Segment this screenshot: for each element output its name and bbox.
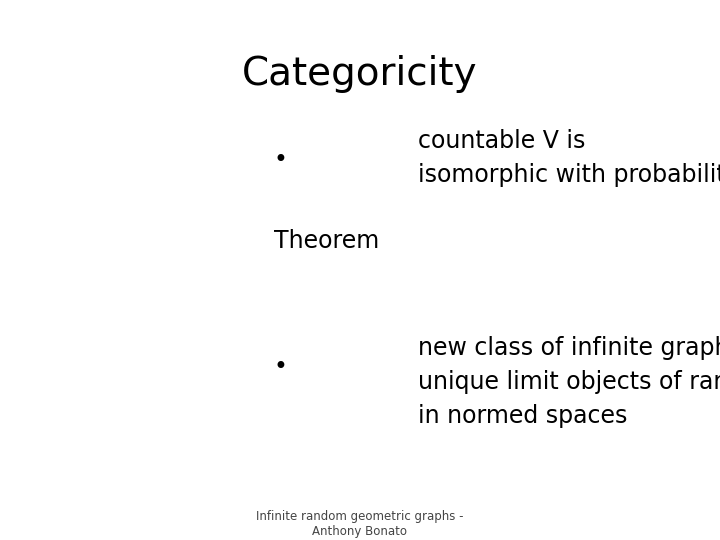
Text: •: •	[274, 148, 287, 172]
Text: •: •	[274, 355, 287, 379]
Text: Infinite random geometric graphs -
Anthony Bonato: Infinite random geometric graphs - Antho…	[256, 510, 464, 538]
Text: new class of infinite graphs: new class of infinite graphs	[418, 336, 720, 360]
Text: countable V is: countable V is	[418, 129, 593, 153]
Text: in normed spaces: in normed spaces	[418, 404, 627, 428]
Text: Theorem: Theorem	[274, 229, 387, 253]
Text: unique limit objects of random graph processes: unique limit objects of random graph pro…	[418, 370, 720, 394]
Text: Categoricity: Categoricity	[242, 55, 478, 93]
Text: isomorphic with probability: isomorphic with probability	[418, 163, 720, 187]
